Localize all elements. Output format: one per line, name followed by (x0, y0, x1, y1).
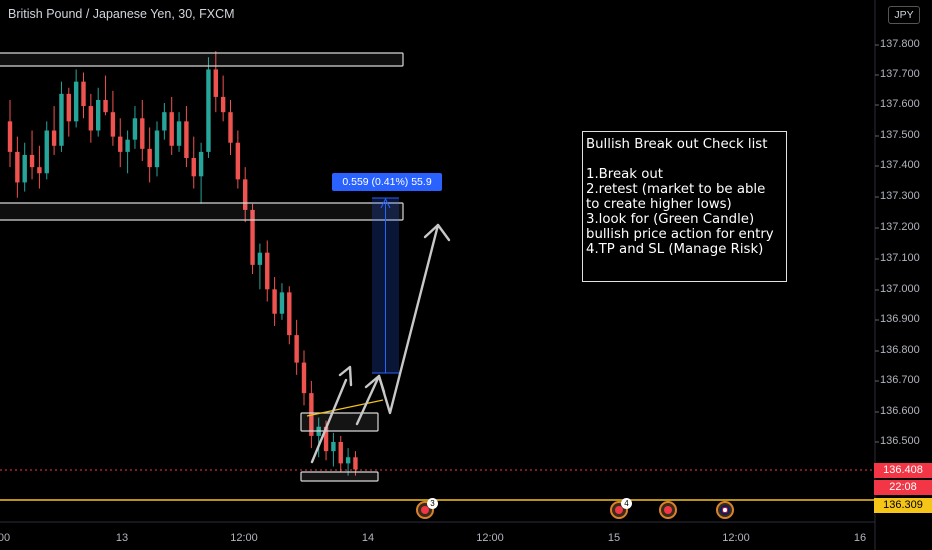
candle-down (51, 130, 57, 146)
candle-up (59, 93, 64, 146)
checklist-title: Bullish Break out Check list (586, 137, 768, 152)
price-tick: 137.500 (880, 129, 920, 141)
candle-up (73, 81, 79, 122)
event-count-badge: 4 (621, 498, 632, 509)
candle-down (294, 335, 299, 363)
candle-down (103, 99, 108, 113)
candle-up (22, 154, 27, 183)
candlestick-series (7, 51, 358, 476)
price-tick: 136.500 (880, 435, 920, 447)
candle-up (345, 457, 351, 464)
retest-trendline[interactable] (306, 399, 384, 417)
uk-flag-icon[interactable] (716, 501, 734, 519)
candle-up (331, 442, 336, 452)
price-tick: 137.400 (880, 159, 920, 171)
candle-down (118, 136, 123, 152)
checklist-item: 2.retest (market to be able (586, 182, 766, 197)
candle-down (147, 148, 152, 168)
candle-up (162, 112, 167, 131)
candle-up (154, 130, 160, 168)
candle-down (353, 457, 358, 470)
candle-down (66, 93, 71, 122)
price-tick: 136.600 (880, 405, 920, 417)
candle-down (220, 96, 226, 113)
price-tick: 136.900 (880, 313, 920, 325)
candle-down (140, 118, 145, 149)
price-tick: 137.600 (880, 98, 920, 110)
time-tick: 16 (853, 532, 867, 544)
bar-countdown-tag: 22:08 (874, 480, 932, 495)
price-tick: 136.800 (880, 344, 920, 356)
retest-box[interactable] (300, 412, 379, 432)
candle-down (37, 167, 42, 174)
current-price-tag: 136.408 (874, 463, 932, 478)
candle-down (7, 121, 13, 152)
candle-down (287, 292, 292, 336)
currency-badge[interactable]: JPY (888, 6, 920, 24)
candle-down (81, 81, 86, 107)
candle-down (338, 442, 343, 464)
resistance-zone-top[interactable] (0, 52, 404, 67)
candle-down (250, 209, 255, 265)
time-tick: 13 (115, 532, 129, 544)
candle-down (228, 112, 233, 143)
candle-down (15, 151, 20, 183)
checklist-item: 4.TP and SL (Manage Risk) (586, 242, 764, 257)
time-tick: 12:00 (230, 532, 258, 544)
checklist-item: 1.Break out (586, 167, 664, 182)
retest-arrowhead (364, 374, 386, 394)
candle-up (206, 69, 211, 152)
candle-down (323, 426, 329, 452)
price-tick: 137.300 (880, 190, 920, 202)
candle-down (88, 106, 94, 131)
candle-down (110, 112, 116, 137)
candle-down (272, 289, 277, 314)
time-tick: 14 (361, 532, 375, 544)
time-tick: 15 (607, 532, 621, 544)
candle-down (265, 252, 270, 290)
time-tick: 12:00 (722, 532, 750, 544)
price-tick: 137.200 (880, 221, 920, 233)
price-tick: 137.000 (880, 283, 920, 295)
candle-up (125, 139, 130, 152)
candle-down (191, 157, 196, 177)
candle-down (29, 154, 35, 168)
candle-down (213, 69, 218, 97)
candle-up (257, 252, 263, 265)
low-box[interactable] (300, 471, 379, 482)
candle-up (176, 121, 182, 146)
price-tick: 137.700 (880, 68, 920, 80)
symbol-title[interactable]: British Pound / Japanese Yen, 30, FXCM (8, 7, 235, 21)
candle-down (235, 142, 241, 180)
checklist-item: 3.look for (Green Candle) (586, 212, 755, 227)
economic-event-icon[interactable] (659, 501, 677, 519)
checklist-note[interactable]: Bullish Break out Check list 1.Break out… (582, 131, 787, 282)
measure-arrowhead (380, 197, 391, 209)
price-axis-ticks (875, 44, 879, 443)
candle-up (279, 292, 285, 314)
checklist-item: to create higher lows) (586, 197, 732, 212)
candle-down (184, 121, 189, 158)
horizontal-line-price-tag: 136.309 (874, 498, 932, 513)
breakout-retest-zone[interactable] (0, 202, 404, 221)
event-count-badge: 3 (427, 498, 438, 509)
candle-up (132, 118, 138, 140)
candle-down (301, 362, 307, 394)
candle-up (96, 99, 101, 131)
candle-up (198, 151, 204, 177)
price-tick: 137.800 (880, 38, 920, 50)
projection-arrow-path[interactable] (310, 223, 440, 464)
measure-label[interactable]: 0.559 (0.41%) 55.9 (332, 173, 442, 191)
candle-down (243, 179, 248, 210)
projection-arrowhead (423, 223, 451, 242)
candle-up (44, 130, 49, 174)
candle-down (169, 112, 174, 146)
time-tick: 12:00 (476, 532, 504, 544)
time-tick: 00 (0, 532, 11, 544)
checklist-item: bullish price action for entry (586, 227, 774, 242)
price-tick: 137.100 (880, 252, 920, 264)
price-tick: 136.700 (880, 374, 920, 386)
